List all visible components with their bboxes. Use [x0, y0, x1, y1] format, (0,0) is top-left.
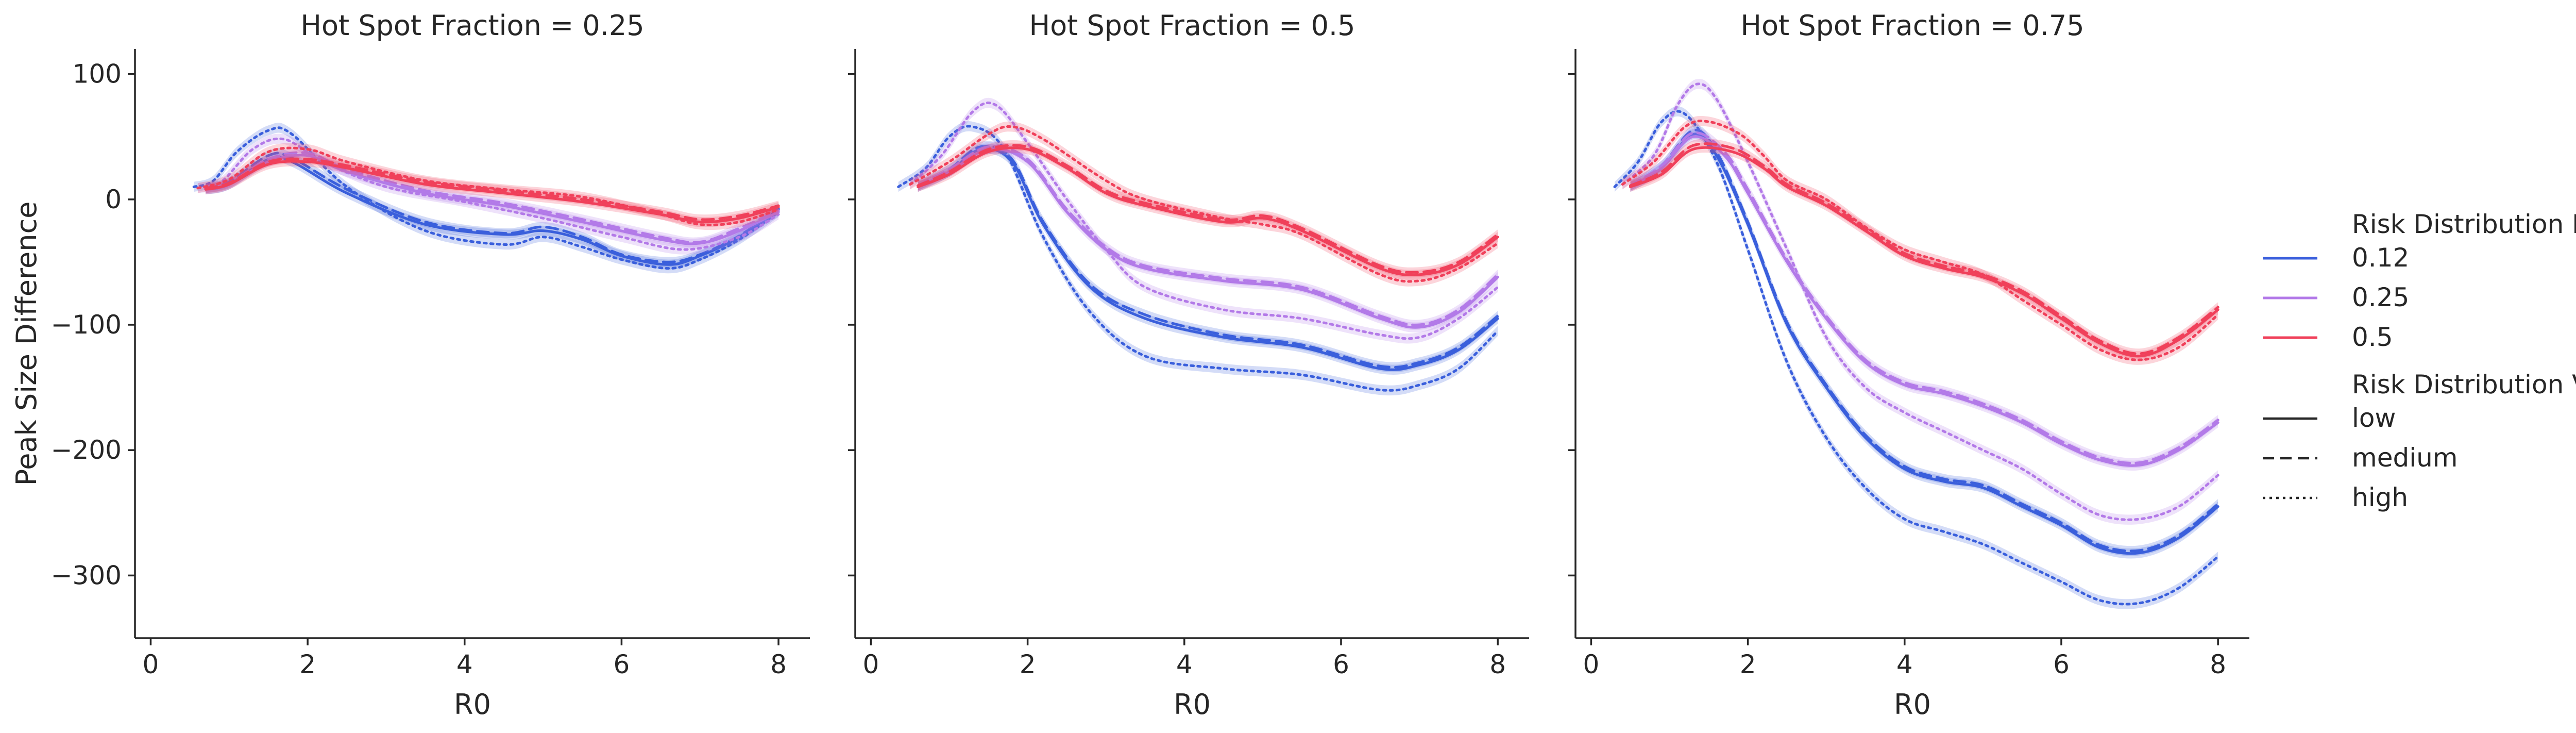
x-tick-label: 8 [2210, 649, 2226, 679]
series-band-0.25-medium [1630, 127, 2218, 469]
legend: Risk Distribution Mean 0.12 0.25 0.5 Risk Di… [2263, 209, 2576, 512]
y-tick-label: −300 [51, 560, 122, 590]
x-tick-label: 4 [1896, 649, 1913, 679]
series-band-0.12-low [1630, 128, 2218, 559]
legend-hue-label: 0.25 [2352, 282, 2409, 312]
series-line-0.12-medium [204, 152, 780, 263]
series-line-0.12-high [1613, 110, 2219, 606]
x-tick-label: 4 [1176, 649, 1193, 679]
series-line-0.5-high [909, 125, 1499, 283]
series-band-0.5-medium [1630, 138, 2218, 359]
legend-hue-label: 0.5 [2352, 322, 2393, 352]
x-tick-label: 6 [614, 649, 630, 679]
series-line-0.12-high [897, 125, 1499, 392]
series-line-0.5-low [1629, 146, 2219, 358]
legend-style-label: low [2352, 403, 2396, 433]
y-tick-label: 100 [73, 59, 122, 89]
series-band-0.12-high [898, 121, 1498, 396]
y-axis-label: Peak Size Difference [10, 202, 43, 486]
series-line-0.25-medium [204, 151, 780, 244]
x-tick-label: 0 [143, 649, 159, 679]
panel-title: Hot Spot Fraction = 0.5 [1029, 9, 1355, 42]
series-line-0.5-medium [1629, 142, 2219, 355]
x-tick-label: 6 [2053, 649, 2070, 679]
series-line-0.25-high [196, 137, 780, 251]
series-line-0.5-low [204, 160, 780, 224]
y-tick-label: −200 [51, 435, 122, 465]
x-tick-label: 6 [1333, 649, 1349, 679]
legend-hue-label: 0.12 [2352, 243, 2409, 273]
panel-title: Hot Spot Fraction = 0.25 [300, 9, 644, 42]
y-tick-label: −100 [51, 310, 122, 340]
series-line-0.12-medium [917, 145, 1499, 369]
series-line-0.25-low [917, 147, 1499, 329]
x-axis-label: R0 [1174, 688, 1211, 721]
series-line-0.5-high [1621, 120, 2219, 361]
panel-3: Hot Spot Fraction = 0.75 0 2 4 6 8 R0 [1568, 9, 2249, 721]
x-tick-label: 8 [770, 649, 787, 679]
series-line-0.25-medium [1629, 131, 2219, 464]
chart-panels: Hot Spot Fraction = 0.25 100 0 −100 −200 −300… [10, 9, 2249, 721]
series-line-0.25-high [1621, 82, 2219, 521]
y-tick-label: 0 [105, 185, 122, 214]
x-tick-label: 0 [863, 649, 879, 679]
x-tick-label: 0 [1583, 649, 1600, 679]
series-line-0.5-low [917, 146, 1499, 276]
series-line-0.12-low [1629, 132, 2219, 555]
series-line-0.25-medium [917, 145, 1499, 326]
x-axis-label: R0 [454, 688, 491, 721]
series-band-0.25-low [206, 150, 779, 249]
x-tick-label: 8 [1489, 649, 1506, 679]
series-group [1613, 79, 2219, 609]
x-tick-label: 4 [456, 649, 473, 679]
legend-hue-title: Risk Distribution Mean [2352, 209, 2576, 239]
panel-title: Hot Spot Fraction = 0.75 [1740, 9, 2084, 42]
x-tick-label: 2 [299, 649, 316, 679]
series-band-0.12-medium [1630, 125, 2218, 556]
series-line-0.12-high [192, 126, 780, 270]
x-tick-label: 2 [1020, 649, 1036, 679]
series-line-0.12-medium [1629, 128, 2219, 553]
panel-2: Hot Spot Fraction = 0.5 0 2 4 6 8 R0 [848, 9, 1529, 721]
legend-style-label: medium [2352, 443, 2458, 473]
x-tick-label: 2 [1740, 649, 1756, 679]
series-line-0.5-medium [917, 144, 1499, 274]
series-line-0.25-low [1629, 135, 2219, 467]
series-band-0.12-medium [206, 148, 779, 268]
series-group [897, 97, 1499, 396]
legend-style-label: high [2352, 482, 2408, 512]
series-group [192, 123, 780, 274]
panel-1: Hot Spot Fraction = 0.25 100 0 −100 −200 −300… [51, 9, 810, 721]
series-line-0.25-high [909, 102, 1499, 340]
legend-style-title: Risk Distribution Variance [2352, 370, 2576, 399]
series-line-0.5-high [196, 146, 780, 226]
series-band-0.5-high [197, 143, 779, 230]
series-band-0.5-medium [918, 140, 1498, 278]
x-axis-label: R0 [1894, 688, 1931, 721]
